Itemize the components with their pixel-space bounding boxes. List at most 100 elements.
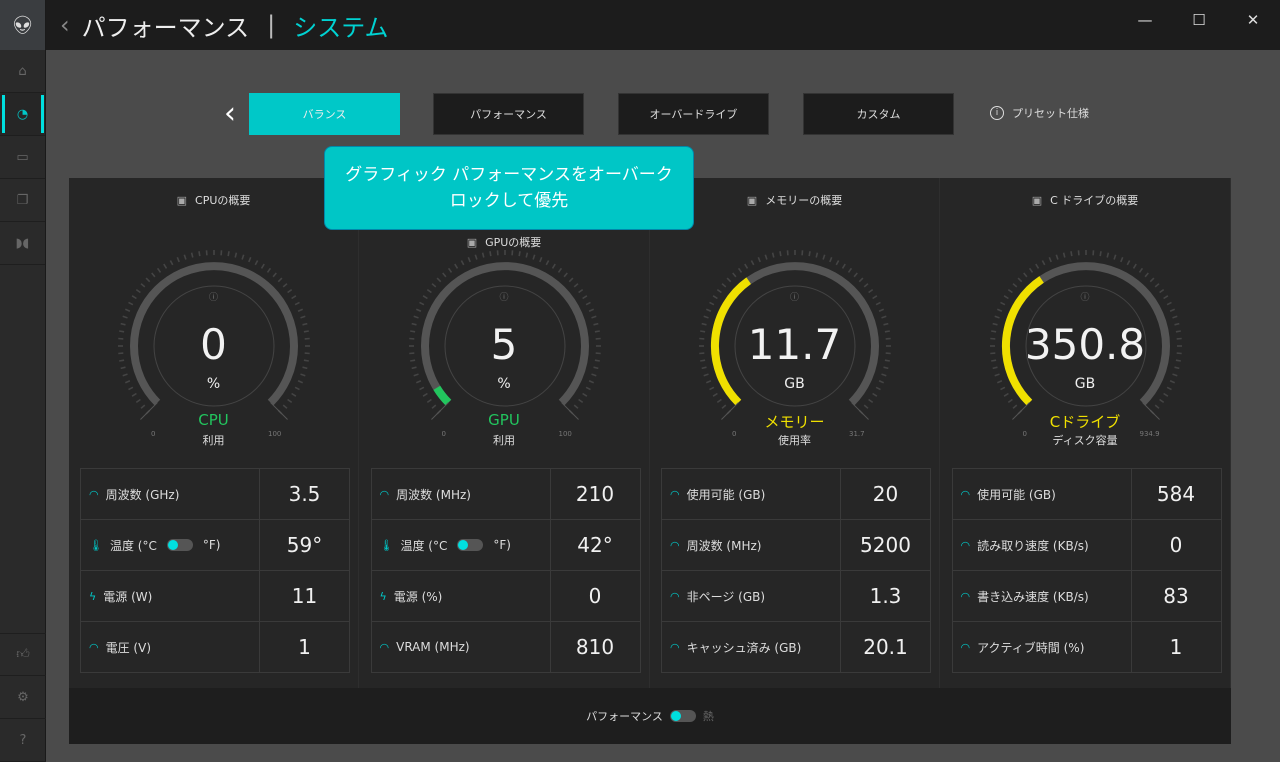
lightning-icon: ϟ xyxy=(89,589,97,603)
maximize-button[interactable]: ☐ xyxy=(1192,11,1206,29)
tab-overdrive[interactable]: オーバードライブ xyxy=(618,93,769,135)
memory-gauge-unit: GB xyxy=(784,376,805,392)
table-row: ϟ 電源 (%) 0 xyxy=(370,570,641,622)
stat-label: ◠ 周波数 (MHz) xyxy=(372,469,551,519)
drive-gauge-min: 0 xyxy=(1022,430,1027,438)
table-row: 🌡︎ 温度 (°C °F) 42° xyxy=(370,519,641,571)
preset-prev-button[interactable]: ‹ xyxy=(224,96,236,131)
temperature-unit-toggle[interactable] xyxy=(457,539,484,551)
mode-thermal-label: 熱 xyxy=(702,710,714,723)
drive-gauge-max: 934.9 xyxy=(1139,430,1160,438)
fusion-icon[interactable]: ◗◖ xyxy=(0,222,45,265)
table-row: ◠ キャッシュ済み (GB) 20.1 xyxy=(661,621,931,673)
memory-gauge-subtitle: 使用率 xyxy=(778,434,811,447)
gpu-overview-title: ▣ GPUの概要 xyxy=(466,236,542,249)
stat-label: ϟ 電源 (W) xyxy=(81,571,260,621)
drive-gauge-subtitle: ディスク容量 xyxy=(1052,434,1118,447)
info-icon[interactable]: ⓘ xyxy=(208,293,218,303)
stat-label: 🌡︎ 温度 (°C °F) xyxy=(372,520,551,570)
memory-gauge-max: 31.7 xyxy=(849,430,865,438)
memory-stats-table: ◠ 使用可能 (GB) 20 ◠ 周波数 (MHz) 5200 ◠ 非ページ (GB) 1.3 ◠… xyxy=(661,468,931,673)
gpu-gauge xyxy=(360,228,650,458)
stat-label: ϟ 電源 (%) xyxy=(372,571,551,621)
stat-label: ◠ 書き込み速度 (KB/s) xyxy=(953,571,1132,621)
table-row: ◠ 周波数 (GHz) 3.5 xyxy=(80,468,350,520)
stat-value: 210 xyxy=(575,482,615,506)
stat-value: 584 xyxy=(1156,482,1196,506)
gpu-gauge-max: 100 xyxy=(558,430,572,438)
stat-value: 3.5 xyxy=(288,482,321,506)
gauge-icon: ◠ xyxy=(960,538,971,552)
stat-label: ◠ 周波数 (MHz) xyxy=(662,520,841,570)
memory-gauge-value: 11.7 xyxy=(747,320,842,369)
gauge-icon: ◠ xyxy=(960,487,971,501)
mode-toggle-bar: パフォーマンス 熱 xyxy=(69,688,1231,744)
info-icon[interactable]: ⓘ xyxy=(1080,293,1090,303)
help-icon[interactable]: ? xyxy=(0,719,46,762)
alien-head-icon[interactable]: 👽︎ xyxy=(0,0,45,50)
drive-stats-table: ◠ 使用可能 (GB) 584 ◠ 読み取り速度 (KB/s) 0 ◠ 書き込み速度 (KB/… xyxy=(951,468,1222,673)
gpu-gauge-ticks xyxy=(408,250,601,415)
info-icon[interactable]: ⓘ xyxy=(789,293,799,303)
table-row: ◠ VRAM (MHz) 810 xyxy=(370,621,641,673)
preset-spec-link[interactable]: i プリセット仕様 xyxy=(990,105,1089,121)
info-icon[interactable]: ⓘ xyxy=(499,293,509,303)
cpu-gauge-name: CPU xyxy=(198,411,229,429)
table-row: ◠ 周波数 (MHz) 210 xyxy=(370,468,641,520)
sidebar: 👽︎ ⌂ ◔ ▭ ❐ ◗◖ 👍︎ ⚙ ? xyxy=(0,0,46,762)
gpu-gauge-name: GPU xyxy=(488,411,520,429)
stat-label: ◠ 電圧 (V) xyxy=(81,622,260,672)
minimize-button[interactable]: — xyxy=(1137,11,1153,29)
table-row: ◠ 読み取り速度 (KB/s) 0 xyxy=(951,519,1222,571)
stat-value: 20.1 xyxy=(863,635,908,659)
title-bar: ‹ パフォーマンス | システム — ☐ ✕ xyxy=(46,0,1280,50)
performance-thermal-toggle[interactable] xyxy=(669,710,696,722)
gauge-icon: ◠ xyxy=(89,640,99,654)
stat-label: ◠ VRAM (MHz) xyxy=(372,622,551,672)
stat-label: ◠ 非ページ (GB) xyxy=(662,571,841,621)
tab-performance[interactable]: パフォーマンス xyxy=(433,93,584,135)
gear-icon[interactable]: ⚙ xyxy=(0,676,46,719)
library-icon[interactable]: ❐ xyxy=(0,179,45,222)
gpu-overview-column: ▣ GPUの概要 ⓘ 5 % GPU 利用 0 100 ◠ 周波数 (MHz) 210… xyxy=(360,178,650,688)
cpu-gauge-max: 100 xyxy=(268,430,282,438)
thermometer-icon: 🌡︎ xyxy=(379,538,394,552)
memory-gauge-min: 0 xyxy=(732,430,737,438)
back-button[interactable]: ‹ xyxy=(60,11,70,39)
thumbs-up-icon[interactable]: 👍︎ xyxy=(0,633,46,676)
stat-value: 1 xyxy=(298,635,311,659)
gauge-icon: ◠ xyxy=(379,640,390,654)
memory-gauge xyxy=(650,228,940,458)
cpu-gauge xyxy=(69,228,359,458)
drive-gauge-ticks xyxy=(989,250,1182,415)
home-icon[interactable]: ⌂ xyxy=(0,50,45,93)
tab-balance[interactable]: バランス xyxy=(249,93,400,135)
temperature-unit-toggle[interactable] xyxy=(166,539,193,551)
cpu-gauge-subtitle: 利用 xyxy=(202,434,225,447)
gpu-gauge-min: 0 xyxy=(441,430,446,438)
close-button[interactable]: ✕ xyxy=(1246,11,1260,29)
drive-overview-title: ▣ C ドライブの概要 xyxy=(1031,194,1139,207)
cpu-gauge-min: 0 xyxy=(151,430,156,438)
gauge-icon: ◠ xyxy=(670,589,680,603)
page-title: パフォーマンス xyxy=(81,13,250,42)
device-icon[interactable]: ▭ xyxy=(0,136,45,179)
gpu-gauge-subtitle: 利用 xyxy=(493,434,515,447)
stat-label: ◠ キャッシュ済み (GB) xyxy=(662,622,841,672)
drive-gauge-name: Cドライブ xyxy=(1049,413,1121,431)
cpu-stats-table: ◠ 周波数 (GHz) 3.5 🌡︎ 温度 (°C °F) 59° ϟ 電源 (W) 11 ◠ 電圧 … xyxy=(80,468,350,673)
stat-value: 810 xyxy=(575,635,615,659)
gpu-gauge-value: 5 xyxy=(490,320,518,369)
drive-overview-column: ▣ C ドライブの概要 ⓘ 350.8 GB Cドライブ ディスク容量 0 934… xyxy=(941,178,1231,688)
cpu-gauge-track xyxy=(130,262,298,406)
preset-spec-label: プリセット仕様 xyxy=(1012,107,1089,120)
stat-value: 20 xyxy=(872,482,899,506)
stat-label: ◠ 周波数 (GHz) xyxy=(81,469,260,519)
memory-overview-column: ▣ メモリーの概要 ⓘ 11.7 GB メモリー 使用率 0 31.7 ◠ 使用可能… xyxy=(650,178,940,688)
stat-label: ◠ 使用可能 (GB) xyxy=(662,469,841,519)
tab-custom[interactable]: カスタム xyxy=(803,93,954,135)
preset-tooltip: グラフィック パフォーマンスをオーバークロックして優先 xyxy=(324,146,694,230)
cpu-gauge-value: 0 xyxy=(200,320,227,369)
gauge-icon: ◠ xyxy=(379,487,390,501)
performance-gauge-icon[interactable]: ◔ xyxy=(0,93,45,136)
